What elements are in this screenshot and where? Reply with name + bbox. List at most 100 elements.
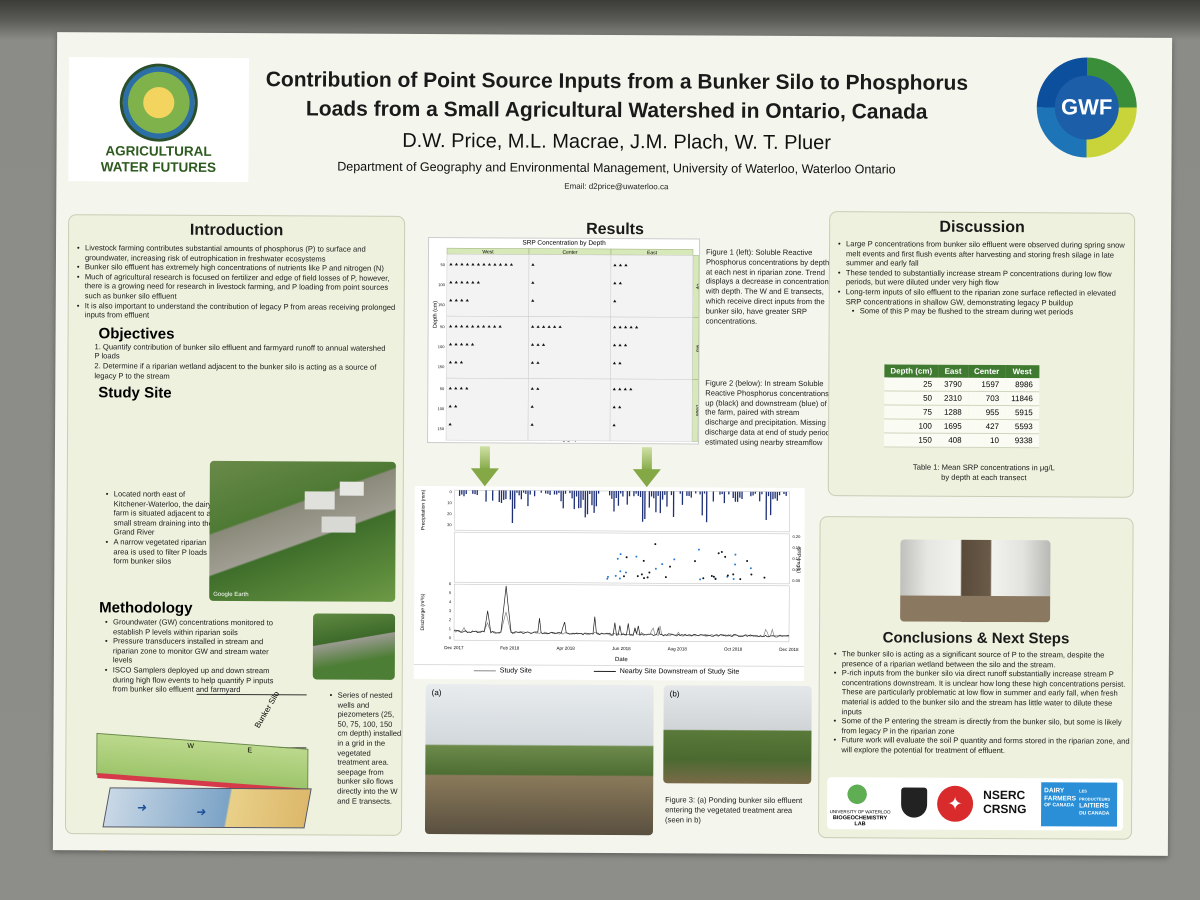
srp-point xyxy=(625,556,628,559)
srp-point xyxy=(750,573,753,576)
study-site-heading: Study Site xyxy=(98,384,172,402)
precip-bar xyxy=(503,490,505,500)
list-item: It is also important to understand the c… xyxy=(79,301,399,322)
data-point xyxy=(612,343,617,347)
facet-column-label: West xyxy=(482,249,494,255)
data-point xyxy=(623,343,628,347)
discharge-tick-label: 4 xyxy=(449,599,452,604)
srp-point xyxy=(664,576,667,579)
precip-bar xyxy=(752,491,754,496)
lab-name: UNIVERSITY OF WATERLOO BIOGEOCHEMISTRY LA… xyxy=(829,809,891,828)
srp-point xyxy=(636,575,639,578)
x-tick-label: Dec 2017 xyxy=(444,645,464,650)
left-panel: Introduction Livestock farming contribut… xyxy=(64,214,406,836)
discussion-panel: Discussion Large P concentrations from b… xyxy=(827,211,1136,498)
precip-bar xyxy=(575,490,578,497)
data-point xyxy=(612,405,616,409)
data-point xyxy=(618,387,622,391)
bunker-silo-photo xyxy=(900,539,1051,623)
precip-bar xyxy=(641,491,644,522)
data-point xyxy=(476,324,480,328)
srp-point xyxy=(619,553,622,556)
producteurs-laitiers-text: LES PRODUCTEURS LAITIERS DU CANADA xyxy=(1079,788,1111,817)
data-point xyxy=(454,360,458,364)
data-point xyxy=(530,387,534,390)
precip-bar xyxy=(549,490,551,495)
data-point xyxy=(454,262,459,266)
precip-bar xyxy=(653,491,655,499)
x-tick-label: Aug 2018 xyxy=(668,646,688,651)
precip-bar xyxy=(615,491,617,499)
srp-point xyxy=(726,574,729,577)
data-point xyxy=(530,423,534,426)
data-point xyxy=(530,405,534,408)
site-inset-photo xyxy=(312,613,396,680)
srp-point xyxy=(763,576,766,579)
precip-bar xyxy=(608,490,611,496)
srp-point xyxy=(606,577,609,580)
table-header: East xyxy=(938,364,968,378)
precip-bar xyxy=(556,490,558,495)
list-item: Livestock farming contributes substantia… xyxy=(79,243,399,264)
facet-panel xyxy=(446,315,529,379)
y-tick-label: 100 xyxy=(437,406,444,411)
facet-panel xyxy=(528,254,612,318)
precip-bar xyxy=(573,490,576,510)
data-point xyxy=(448,360,453,364)
precip-bar xyxy=(547,490,549,494)
srp-point xyxy=(619,570,622,573)
srp-point xyxy=(732,577,735,580)
data-point xyxy=(613,299,617,303)
discharge-panel xyxy=(453,583,790,643)
precip-bar xyxy=(637,491,640,496)
data-point xyxy=(536,343,540,346)
precip-bar xyxy=(648,491,651,508)
y-tick-label: 150 xyxy=(438,364,445,369)
study-site-list: Located north east of Kitchener-Waterloo… xyxy=(97,489,219,566)
precip-bar xyxy=(509,490,512,500)
data-point xyxy=(531,263,535,266)
data-point xyxy=(613,263,617,267)
srp-point xyxy=(618,577,621,580)
legend-item-study-site: Study Site xyxy=(473,667,532,675)
facet-panel xyxy=(446,253,530,317)
discharge-tick-label: 6 xyxy=(449,581,452,586)
list-item: Long-term inputs of silo effluent to the… xyxy=(840,287,1125,308)
precip-bar xyxy=(461,490,463,495)
data-point xyxy=(624,325,628,329)
list-item: Groundwater (GW) concentrations monitore… xyxy=(107,617,277,637)
data-point xyxy=(618,361,622,365)
data-point xyxy=(460,280,464,284)
department: Department of Geography and Environmenta… xyxy=(337,159,896,177)
precip-bar xyxy=(540,490,542,493)
data-point xyxy=(624,263,628,267)
data-point xyxy=(558,325,562,328)
srp-point xyxy=(642,559,645,562)
gwf-logo: GWF xyxy=(1036,57,1138,158)
list-item: A narrow vegetated riparian area is used… xyxy=(107,537,219,566)
srp-point xyxy=(622,575,625,578)
conclusions-list: The bunker silo is acting as a significa… xyxy=(825,649,1131,756)
data-point xyxy=(465,262,470,266)
bunker-silo-label: Bunker Silo xyxy=(252,689,282,730)
precip-bar xyxy=(635,491,637,494)
table-row: 50 2310 703 11846 xyxy=(884,390,1039,406)
precip-bar xyxy=(703,491,706,494)
precip-bar xyxy=(650,491,653,497)
precip-bar xyxy=(520,490,523,500)
discharge-tick-label: 5 xyxy=(449,590,452,595)
facet-row-label: Up xyxy=(696,284,699,290)
objectives-list: 1. Quantify contribution of bunker silo … xyxy=(68,342,389,382)
precip-bar xyxy=(591,490,593,506)
data-point xyxy=(482,262,486,266)
data-point xyxy=(612,387,616,391)
objectives-heading: Objectives xyxy=(98,325,175,343)
srp-point xyxy=(710,574,713,577)
data-point xyxy=(541,343,546,346)
list-item: Some of the P entering the stream is dir… xyxy=(835,716,1130,737)
table-header: West xyxy=(1005,365,1039,379)
table-header-row: Depth (cm) East Center West xyxy=(884,364,1039,379)
y-tick-label: 100 xyxy=(438,282,445,287)
fig1-plot: West Center East Up 50 100 150 Mid 50 100 150 Down 5… xyxy=(437,247,700,443)
facet-column-label: East xyxy=(647,250,658,256)
